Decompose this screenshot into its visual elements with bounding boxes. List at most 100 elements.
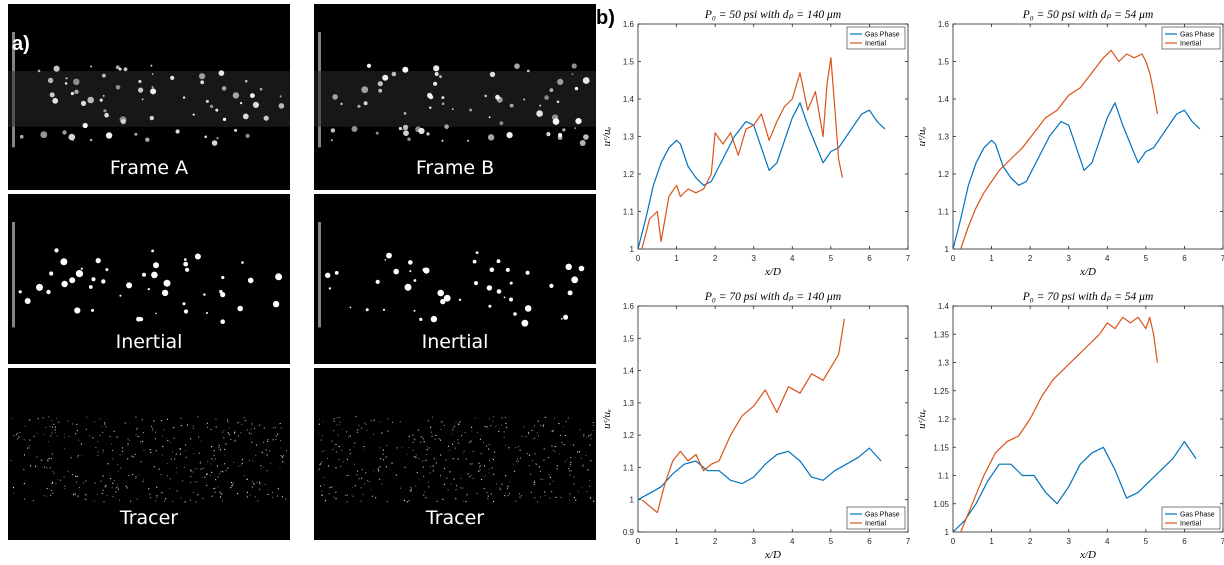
tracer-particle [492, 420, 494, 422]
tracer-particle [117, 488, 119, 490]
tracer-particle [493, 501, 495, 503]
particle [138, 79, 142, 84]
tracer-particle [127, 443, 129, 445]
jet-band [314, 70, 596, 127]
particle [575, 118, 582, 125]
tracer-particle [85, 494, 87, 496]
tracer-particle [203, 467, 205, 469]
tracer-particle [554, 451, 556, 453]
tracer-particle [412, 449, 414, 451]
tracer-particle [170, 458, 172, 460]
tracer-particle [246, 429, 248, 431]
particle [582, 77, 590, 84]
tracer-particle [211, 446, 213, 448]
tracer-particle [357, 470, 359, 472]
particle [357, 104, 361, 108]
tracer-particle [415, 456, 417, 458]
tracer-particle [534, 453, 536, 455]
tracer-particle [322, 420, 324, 422]
particle [514, 63, 520, 69]
tracer-particle [381, 483, 383, 485]
tracer-particle [420, 436, 422, 438]
tracer-particle [423, 441, 425, 443]
tracer-particle [506, 427, 508, 429]
particle [428, 94, 434, 100]
tracer-particle [211, 495, 213, 497]
frame-label: Inertial [422, 331, 489, 353]
tracer-particle [117, 463, 119, 465]
tracer-particle [227, 421, 229, 423]
frame-2: Frame B [314, 4, 596, 190]
tracer-particle [536, 432, 538, 434]
tracer-particle [505, 475, 507, 477]
tracer-particle [543, 459, 545, 461]
tracer-particle [448, 445, 450, 447]
tracer-particle [459, 421, 461, 423]
tracer-particle [493, 416, 495, 418]
y-tick-label: 1.3 [938, 359, 950, 368]
tracer-particle [346, 494, 348, 496]
frame-label: Frame B [416, 157, 494, 179]
legend-entry: Inertial [865, 521, 886, 528]
tracer-particle [161, 454, 163, 456]
particle [150, 64, 153, 67]
particle [524, 305, 532, 312]
tracer-particle [182, 480, 184, 482]
frame-5: Tracer [8, 368, 290, 540]
tracer-particle [592, 422, 594, 424]
tracer-particle [449, 471, 451, 473]
tracer-particle [85, 480, 87, 482]
tracer-particle [382, 449, 384, 451]
tracer-particle [54, 426, 56, 428]
tracer-particle [480, 453, 482, 455]
tracer-particle [490, 425, 492, 427]
tracer-particle [543, 448, 545, 450]
tracer-particle [323, 484, 325, 486]
tracer-particle [431, 435, 433, 437]
particle [574, 127, 576, 130]
tracer-particle [136, 429, 138, 431]
particle [391, 71, 397, 77]
tracer-particle [261, 467, 263, 469]
y-tick-label: 1.4 [623, 367, 635, 376]
tracer-particle [248, 459, 250, 461]
tracer-particle [506, 487, 508, 489]
tracer-particle [588, 435, 590, 437]
tracer-particle [574, 456, 576, 458]
tracer-particle [412, 441, 414, 443]
tracer-particle [224, 448, 226, 450]
y-tick-label: 1 [945, 528, 950, 537]
tracer-particle [48, 416, 50, 418]
tracer-particle [281, 456, 283, 458]
tracer-particle [536, 501, 538, 503]
x-tick-label: 2 [713, 537, 718, 546]
tracer-particle [99, 434, 101, 436]
tracer-particle [335, 467, 337, 469]
tracer-particle [336, 424, 338, 426]
tracer-particle [166, 463, 168, 465]
tracer-particle [173, 437, 175, 439]
series-line-gas-phase [637, 102, 886, 250]
tracer-particle [166, 475, 168, 477]
particle [182, 302, 186, 306]
tracer-particle [488, 448, 490, 450]
particle [328, 287, 332, 290]
tracer-particle [472, 451, 474, 453]
particle [402, 66, 409, 73]
tracer-particle [280, 427, 282, 429]
tracer-particle [220, 471, 222, 473]
particle [220, 292, 226, 298]
tracer-particle [486, 491, 488, 493]
particle [182, 96, 186, 99]
tracer-particle [54, 432, 56, 434]
particle [489, 267, 495, 273]
tracer-particle [198, 436, 200, 438]
tracer-particle [519, 449, 521, 451]
tracer-particle [134, 453, 136, 455]
y-tick-label: 1.2 [623, 431, 635, 440]
x-tick-label: 1 [989, 537, 994, 546]
tracer-particle [154, 438, 156, 440]
tracer-particle [105, 426, 107, 428]
tracer-particle [197, 416, 199, 418]
tracer-particle [235, 439, 237, 441]
